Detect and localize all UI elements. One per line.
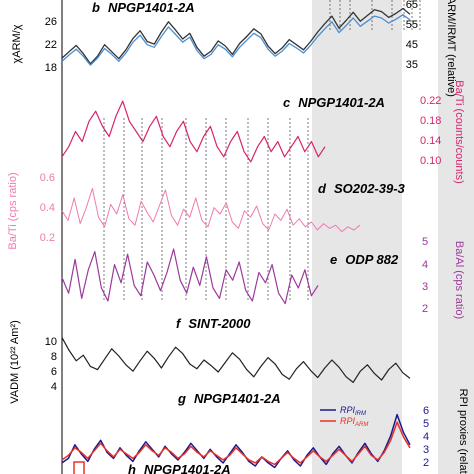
panel-d: d SO202-39-3 0.6 0.4 0.2 Ba/Ti (cps ratio… xyxy=(7,172,406,250)
e-right-tick-5: 5 xyxy=(422,236,428,248)
panel-h: h NPGP1401-2A xyxy=(73,461,231,474)
panel-g-label: g NPGP1401-2A xyxy=(177,391,281,406)
e-right-tick-3: 3 xyxy=(422,281,428,293)
c-right-tick-010: 0.10 xyxy=(420,155,441,167)
c-right-axis-label: Ba/Ti (counts/counts) xyxy=(453,80,465,184)
panel-f: f SINT-2000 10 8 6 4 VADM (10²² Am²) xyxy=(9,316,251,404)
shade-band-main xyxy=(312,0,402,474)
panel-c: c NPGP1401-2A 0.22 0.18 0.14 0.10 Ba/Ti (… xyxy=(283,80,465,184)
d-left-tick-02: 0.2 xyxy=(40,232,55,244)
legend-label-rpi-irm: RPIIRM xyxy=(340,405,366,417)
d-left-axis-label: Ba/Ti (cps ratio) xyxy=(7,172,19,249)
b-left-tick-22: 22 xyxy=(45,39,57,51)
f-left-tick-4: 4 xyxy=(51,381,57,393)
e-right-axis-label: Ba/Al (cps ratio) xyxy=(453,241,465,319)
f-left-tick-8: 8 xyxy=(51,351,57,363)
g-right-tick-6: 6 xyxy=(423,405,429,417)
g-right-tick-3: 3 xyxy=(423,444,429,456)
series-line-c-0 xyxy=(61,100,326,163)
shade-band-right xyxy=(438,0,474,474)
series-line-f-0 xyxy=(61,337,411,383)
b-left-tick-26: 26 xyxy=(45,16,57,28)
panel-b: b NPGP1401-2A 26 22 18 χARM/χ 65 55 45 35… xyxy=(11,0,457,97)
panel-d-label: d SO202-39-3 xyxy=(318,181,406,196)
b-right-tick-65: 65 xyxy=(406,0,418,11)
f-left-tick-10: 10 xyxy=(45,336,57,348)
c-right-tick-022: 0.22 xyxy=(420,95,441,107)
e-right-tick-2: 2 xyxy=(422,303,428,315)
series-line-b-1 xyxy=(61,14,411,66)
series-line-d-0 xyxy=(61,187,361,233)
correlation-tie-lines xyxy=(103,0,421,300)
series-layer xyxy=(61,7,411,469)
b-left-axis-label: χARM/χ xyxy=(11,24,23,63)
e-right-tick-4: 4 xyxy=(422,259,428,271)
panel-f-label: f SINT-2000 xyxy=(176,316,251,331)
b-right-axis-label: χARM/IRMT (relative) xyxy=(445,0,457,97)
g-right-tick-5: 5 xyxy=(423,418,429,430)
panel-g: g NPGP1401-2A 6 5 4 3 2 RPI proxies (rela… xyxy=(177,389,469,474)
panel-c-label: c NPGP1401-2A xyxy=(283,95,385,110)
series-line-b-0 xyxy=(61,7,411,65)
c-right-tick-014: 0.14 xyxy=(420,135,441,147)
f-left-axis-label: VADM (10²² Am²) xyxy=(9,320,21,404)
panel-b-label: b NPGP1401-2A xyxy=(92,0,195,15)
b-left-tick-18: 18 xyxy=(45,62,57,74)
g-right-tick-2: 2 xyxy=(423,457,429,469)
b-right-tick-45: 45 xyxy=(406,39,418,51)
g-right-tick-4: 4 xyxy=(423,431,429,443)
series-line-g-0 xyxy=(61,413,411,469)
panel-e-label: e ODP 882 xyxy=(330,252,399,267)
series-line-g-1 xyxy=(61,421,411,466)
d-left-tick-04: 0.4 xyxy=(40,202,55,214)
b-right-tick-55: 55 xyxy=(406,19,418,31)
b-right-tick-35: 35 xyxy=(406,59,418,71)
legend-label-rpi-arm: RPIARM xyxy=(340,416,368,428)
h-red-bracket xyxy=(73,461,85,474)
panel-e: e ODP 882 5 4 3 2 Ba/Al (cps ratio) xyxy=(330,236,465,319)
series-line-e-0 xyxy=(61,248,319,305)
d-left-tick-06: 0.6 xyxy=(40,172,55,184)
g-right-axis-label: RPI proxies (relative) xyxy=(457,389,469,474)
panel-h-label: h NPGP1401-2A xyxy=(128,462,231,474)
c-right-tick-018: 0.18 xyxy=(420,115,441,127)
f-left-tick-6: 6 xyxy=(51,366,57,378)
